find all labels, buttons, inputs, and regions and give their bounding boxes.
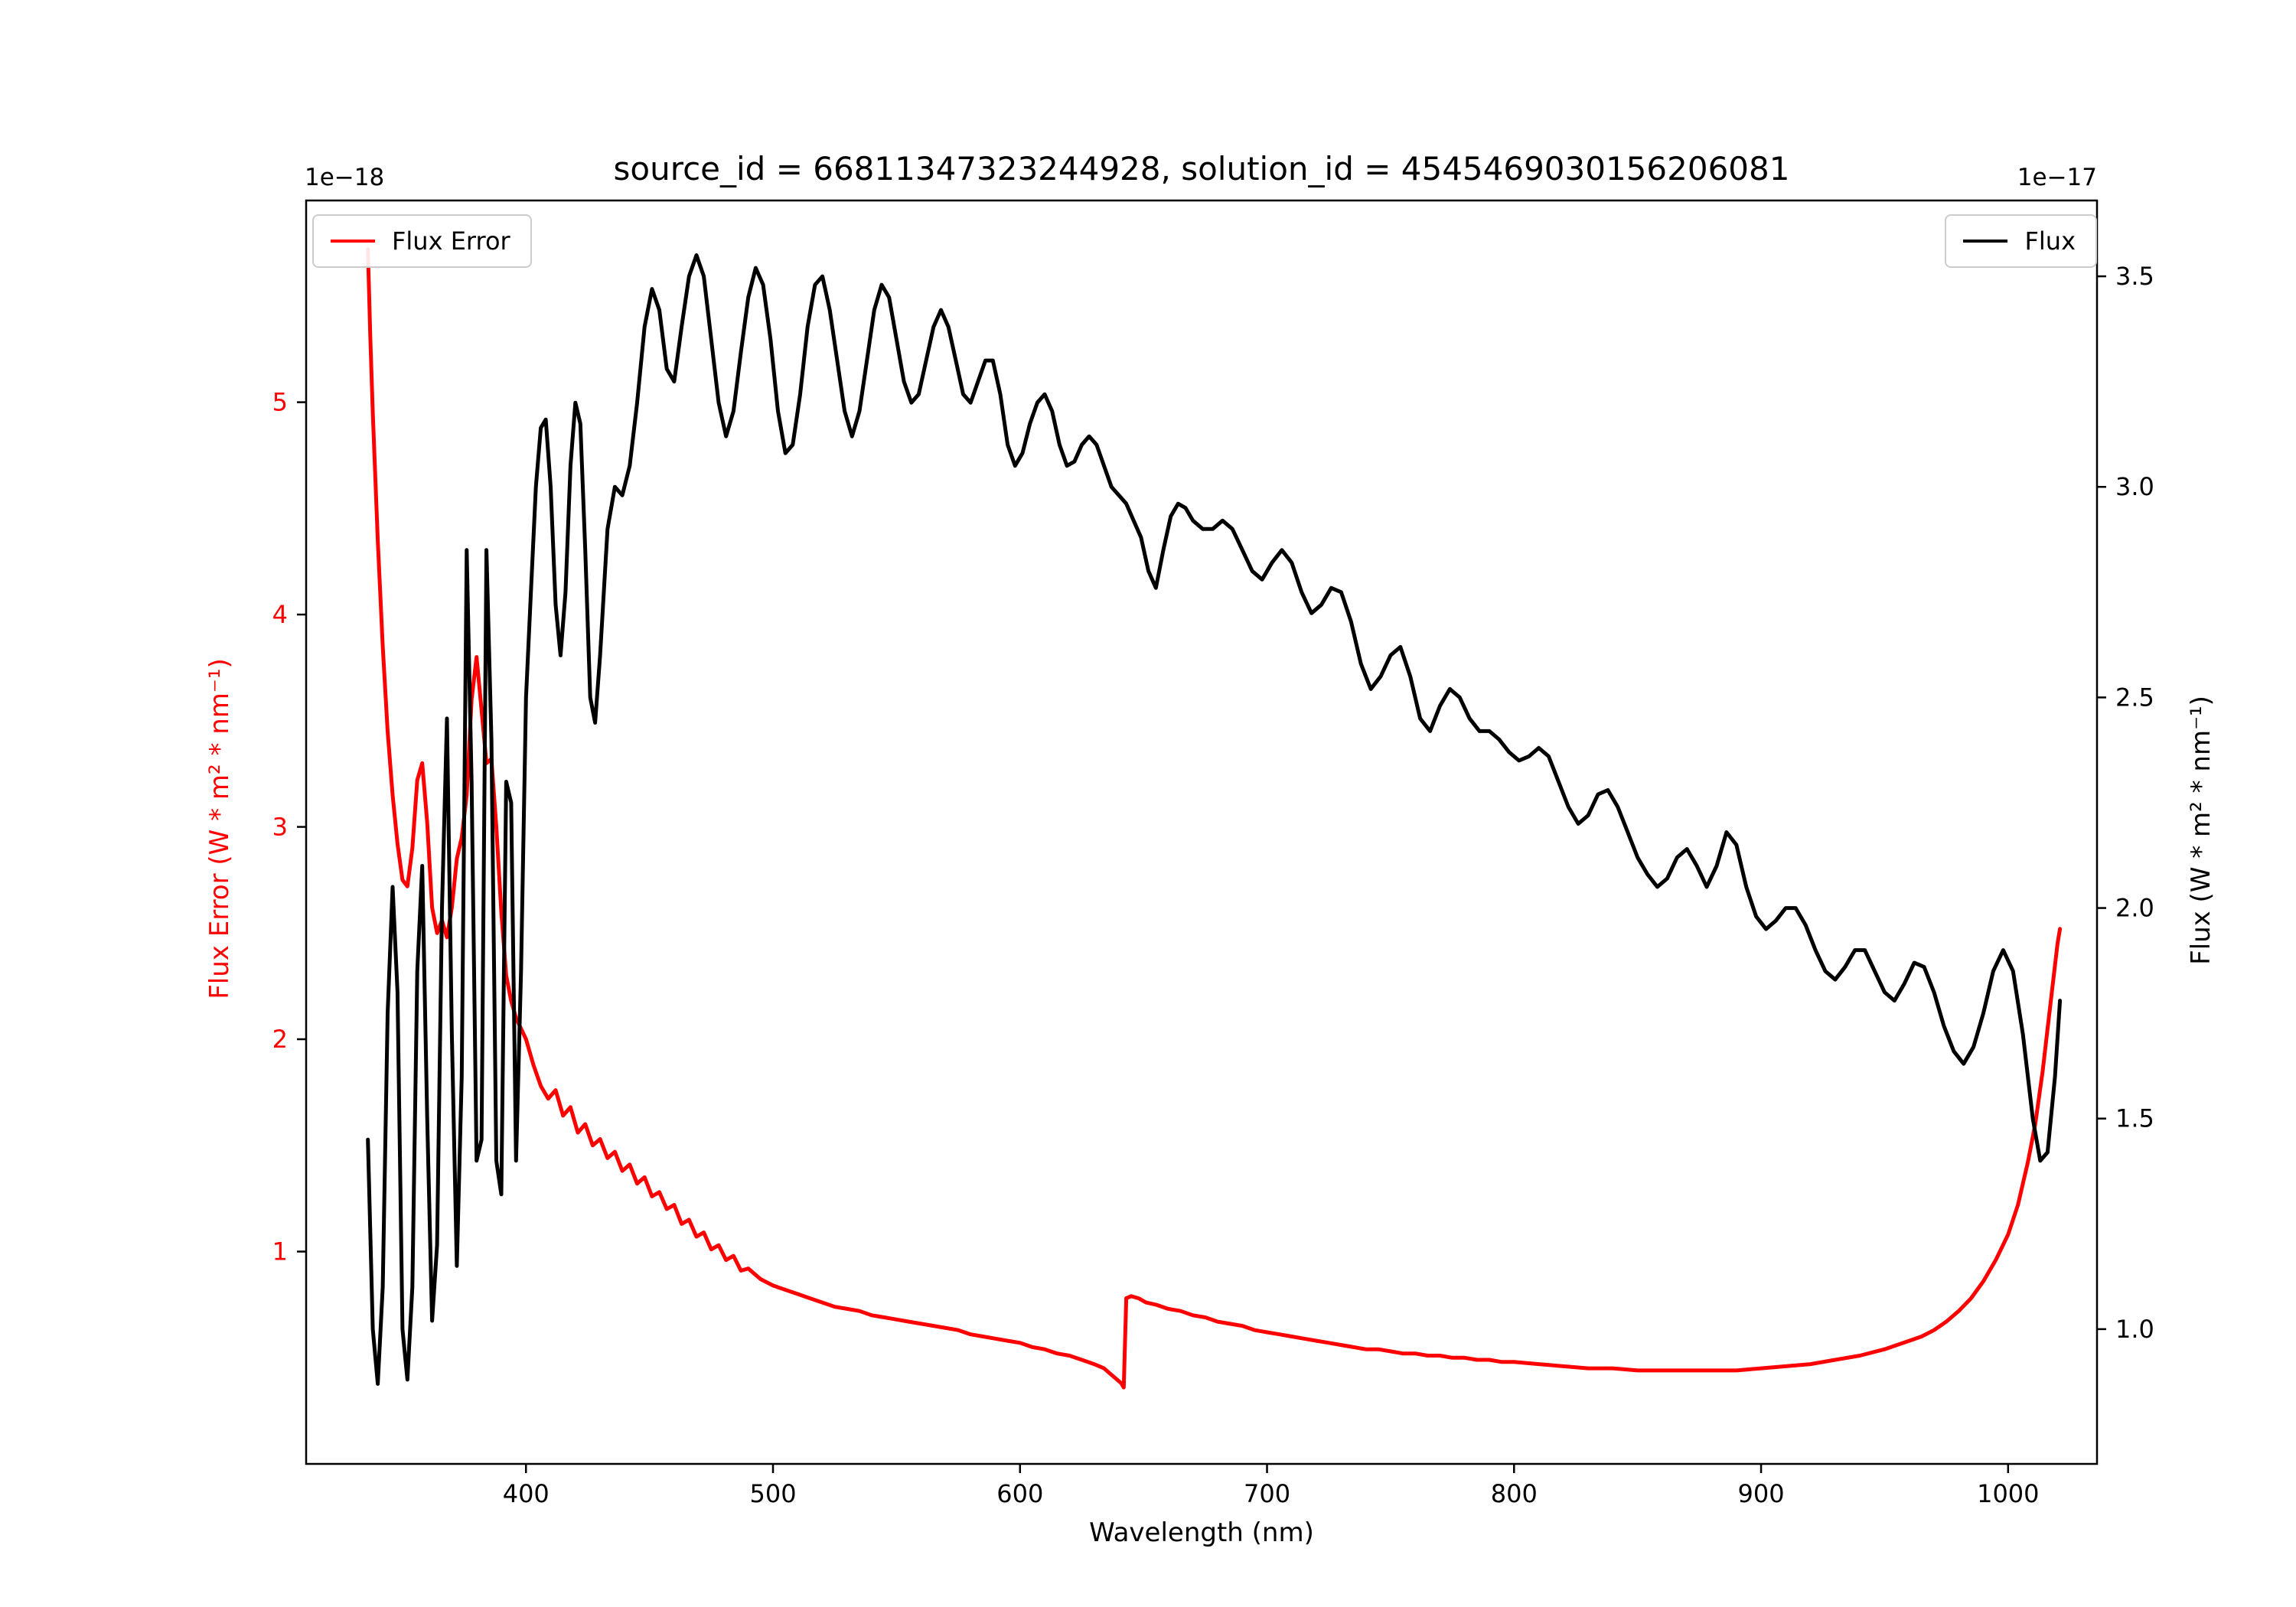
x-tick-label: 800 xyxy=(1491,1479,1538,1508)
x-tick-label: 700 xyxy=(1244,1479,1290,1508)
x-tick-label: 1000 xyxy=(1977,1479,2039,1508)
axes-frame xyxy=(305,199,2099,1465)
left-y-tick-label: 1 xyxy=(272,1237,288,1266)
x-tick-label: 900 xyxy=(1738,1479,1785,1508)
legend-flux-error: Flux Error xyxy=(312,214,532,268)
right-y-tick-label: 2.0 xyxy=(2115,894,2154,923)
left-y-tick-label: 3 xyxy=(272,813,288,842)
right-axis-label: Flux (W * m² * nm⁻¹) xyxy=(2186,696,2216,965)
left-axis-label: Flux Error (W * m² * nm⁻¹) xyxy=(204,658,235,999)
legend-flux: Flux xyxy=(1945,214,2097,268)
left-y-tick-label: 5 xyxy=(272,388,288,417)
plot-title: source_id = 66811347323244928, solution_… xyxy=(613,150,1790,187)
left-y-tick-label: 2 xyxy=(272,1025,288,1054)
x-tick-label: 600 xyxy=(996,1479,1043,1508)
flux-error-line xyxy=(366,247,2063,1390)
left-y-tick-label: 4 xyxy=(272,600,288,629)
right-axis-offset-text: 1e−17 xyxy=(2017,164,2097,191)
right-y-tick-label: 1.5 xyxy=(2115,1104,2154,1133)
x-tick-label: 500 xyxy=(749,1479,796,1508)
flux-error-legend-label: Flux Error xyxy=(392,227,510,256)
flux-legend-label: Flux xyxy=(2024,227,2076,256)
x-axis-label: Wavelength (nm) xyxy=(1089,1517,1314,1548)
left-axis-offset-text: 1e−18 xyxy=(305,164,385,191)
flux-error-legend-line-swatch xyxy=(331,240,375,243)
right-y-tick-label: 2.5 xyxy=(2115,683,2154,712)
x-tick-label: 400 xyxy=(503,1479,550,1508)
flux-line xyxy=(366,253,2063,1386)
right-y-tick-label: 3.5 xyxy=(2115,262,2154,291)
flux-legend-line-swatch xyxy=(1963,240,2008,243)
right-y-tick-label: 3.0 xyxy=(2115,472,2154,501)
right-y-tick-label: 1.0 xyxy=(2115,1315,2154,1344)
